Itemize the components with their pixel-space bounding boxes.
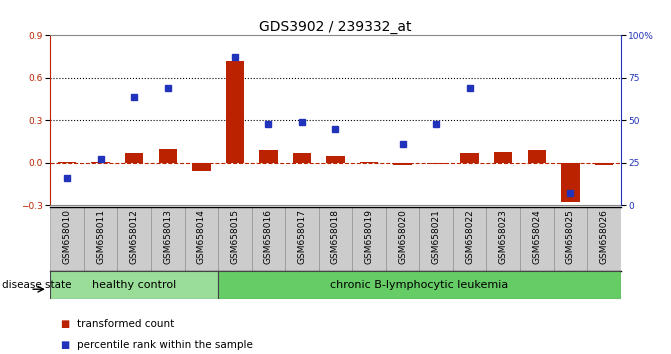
Text: ■: ■ <box>60 319 70 329</box>
Bar <box>486 207 520 271</box>
Bar <box>117 207 151 271</box>
Bar <box>460 153 479 163</box>
Bar <box>151 207 185 271</box>
Text: ■: ■ <box>60 340 70 350</box>
Text: healthy control: healthy control <box>92 280 176 290</box>
Bar <box>427 163 446 164</box>
Bar <box>218 271 621 299</box>
Text: GSM658022: GSM658022 <box>465 209 474 264</box>
Title: GDS3902 / 239332_at: GDS3902 / 239332_at <box>259 21 412 34</box>
Bar <box>453 207 486 271</box>
Bar <box>293 153 311 163</box>
Text: GSM658011: GSM658011 <box>96 209 105 264</box>
Bar <box>527 150 546 163</box>
Text: GSM658026: GSM658026 <box>599 209 609 264</box>
Text: GSM658010: GSM658010 <box>62 209 72 264</box>
Text: GSM658014: GSM658014 <box>197 209 206 264</box>
Bar <box>125 153 144 163</box>
Bar <box>185 207 218 271</box>
Text: GSM658012: GSM658012 <box>130 209 139 264</box>
Text: GSM658020: GSM658020 <box>398 209 407 264</box>
Bar <box>393 163 412 165</box>
Bar <box>50 207 84 271</box>
Text: GSM658016: GSM658016 <box>264 209 273 264</box>
Bar <box>259 150 278 163</box>
Bar <box>225 61 244 163</box>
Text: GSM658015: GSM658015 <box>230 209 240 264</box>
Bar <box>319 207 352 271</box>
Bar <box>561 163 580 202</box>
Bar <box>84 207 117 271</box>
Bar <box>91 162 110 163</box>
Text: percentile rank within the sample: percentile rank within the sample <box>77 340 253 350</box>
Text: GSM658024: GSM658024 <box>532 209 541 264</box>
Text: GSM658021: GSM658021 <box>431 209 441 264</box>
Text: transformed count: transformed count <box>77 319 174 329</box>
Bar <box>158 149 177 163</box>
Bar <box>218 207 252 271</box>
Text: GSM658013: GSM658013 <box>163 209 172 264</box>
Bar <box>326 156 345 163</box>
Text: disease state: disease state <box>2 280 72 290</box>
Bar <box>285 207 319 271</box>
Bar <box>554 207 587 271</box>
Text: GSM658017: GSM658017 <box>297 209 307 264</box>
Bar <box>595 163 613 165</box>
Text: GSM658025: GSM658025 <box>566 209 575 264</box>
Bar <box>50 271 218 299</box>
Bar <box>192 163 211 171</box>
Bar <box>360 162 378 163</box>
Text: GSM658023: GSM658023 <box>499 209 508 264</box>
Text: GSM658019: GSM658019 <box>364 209 374 264</box>
Bar <box>520 207 554 271</box>
Bar <box>419 207 453 271</box>
Bar <box>386 207 419 271</box>
Text: GSM658018: GSM658018 <box>331 209 340 264</box>
Bar <box>58 162 76 163</box>
Bar <box>252 207 285 271</box>
Bar <box>352 207 386 271</box>
Bar <box>587 207 621 271</box>
Bar <box>494 152 513 163</box>
Text: chronic B-lymphocytic leukemia: chronic B-lymphocytic leukemia <box>330 280 509 290</box>
